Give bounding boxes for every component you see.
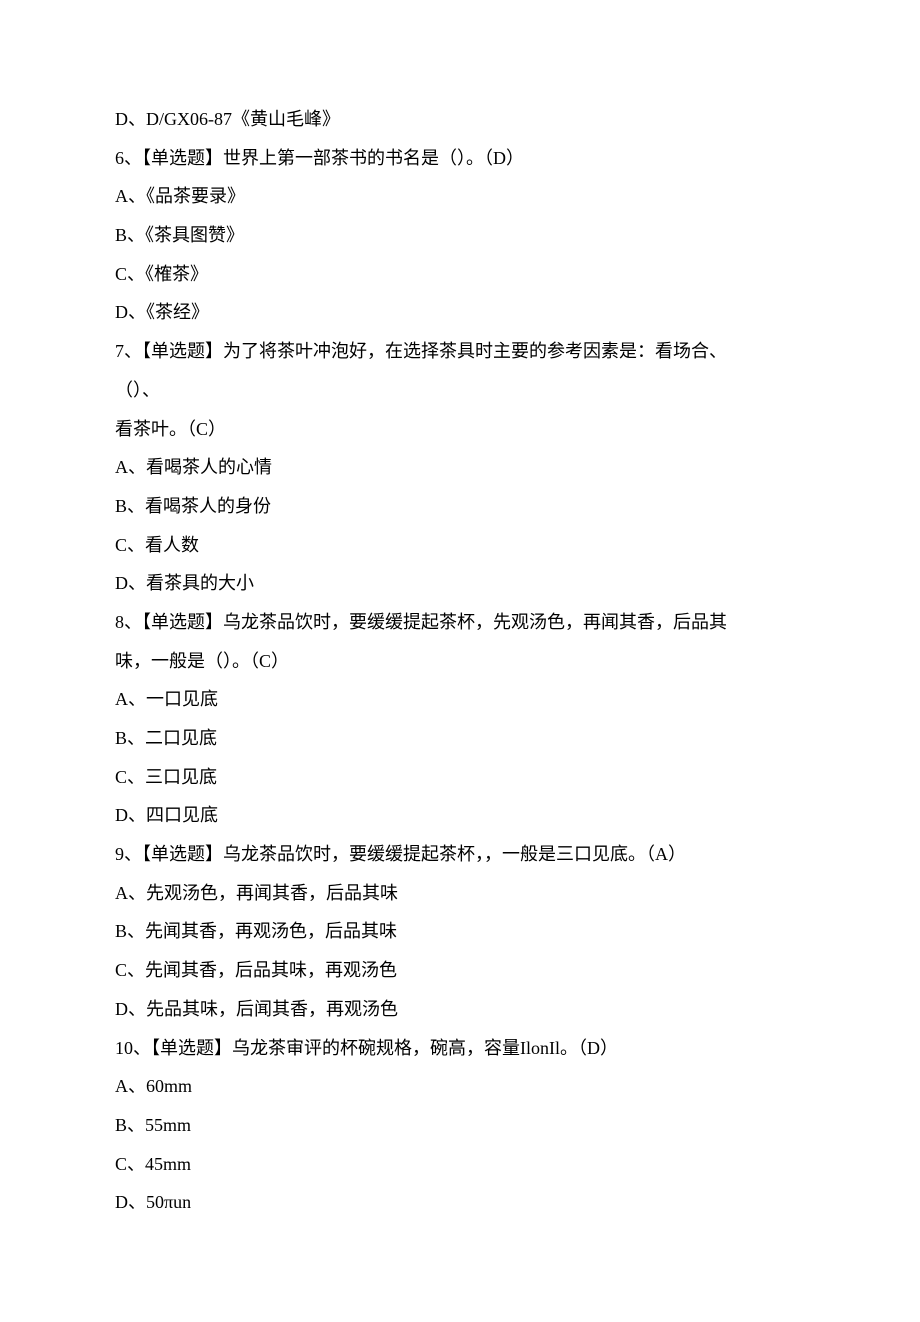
option-line: A、一口见底 bbox=[115, 680, 805, 719]
option-line: A、先观汤色，再闻其香，后品其味 bbox=[115, 874, 805, 913]
option-line: D、四口见底 bbox=[115, 796, 805, 835]
text-line: D、D/GX06-87《黄山毛峰》 bbox=[115, 100, 805, 139]
option-line: B、55mm bbox=[115, 1106, 805, 1145]
option-line: B、二口见底 bbox=[115, 719, 805, 758]
option-line: D、看茶具的大小 bbox=[115, 564, 805, 603]
option-line: C、三口见底 bbox=[115, 758, 805, 797]
question-line: 10、【单选题】乌龙茶审评的杯碗规格，碗高，容量IlonIl。（D） bbox=[115, 1029, 805, 1068]
option-line: B、《茶具图赞》 bbox=[115, 216, 805, 255]
question-line: 8、【单选题】乌龙茶品饮时，要缓缓提起茶杯，先观汤色，再闻其香，后品其 bbox=[115, 603, 805, 642]
question-line: 7、【单选题】为了将茶叶冲泡好，在选择茶具时主要的参考因素是：看场合、 bbox=[115, 332, 805, 371]
option-line: C、45mm bbox=[115, 1145, 805, 1184]
option-line: A、《品茶要录》 bbox=[115, 177, 805, 216]
option-line: C、先闻其香，后品其味，再观汤色 bbox=[115, 951, 805, 990]
question-line: 9、【单选题】乌龙茶品饮时，要缓缓提起茶杯，，一般是三口见底。（A） bbox=[115, 835, 805, 874]
option-line: A、60mm bbox=[115, 1067, 805, 1106]
option-line: D、50πun bbox=[115, 1183, 805, 1222]
option-line: B、看喝茶人的身份 bbox=[115, 487, 805, 526]
document-page: D、D/GX06-87《黄山毛峰》 6、【单选题】世界上第一部茶书的书名是（）。… bbox=[0, 0, 920, 1322]
text-line: （）、 bbox=[115, 371, 805, 410]
option-line: D、《茶经》 bbox=[115, 293, 805, 332]
question-line: 6、【单选题】世界上第一部茶书的书名是（）。（D） bbox=[115, 139, 805, 178]
option-line: C、看人数 bbox=[115, 526, 805, 565]
text-line: 看茶叶。（C） bbox=[115, 410, 805, 449]
option-line: D、先品其味，后闻其香，再观汤色 bbox=[115, 990, 805, 1029]
option-line: A、看喝茶人的心情 bbox=[115, 448, 805, 487]
option-line: C、《榷茶》 bbox=[115, 255, 805, 294]
text-line: 味，一般是（）。（C） bbox=[115, 642, 805, 681]
option-line: B、先闻其香，再观汤色，后品其味 bbox=[115, 912, 805, 951]
